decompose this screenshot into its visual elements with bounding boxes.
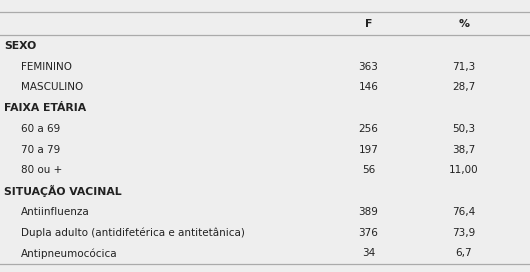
Text: %: % — [458, 19, 469, 29]
Text: SITUAÇÃO VACINAL: SITUAÇÃO VACINAL — [4, 185, 122, 197]
Text: Antipneumocócica: Antipneumocócica — [21, 248, 118, 259]
Text: 28,7: 28,7 — [452, 82, 475, 92]
Text: 50,3: 50,3 — [452, 124, 475, 134]
Text: 389: 389 — [358, 207, 378, 217]
Text: FEMININO: FEMININO — [21, 61, 72, 72]
Text: 197: 197 — [358, 145, 378, 154]
Text: 376: 376 — [358, 228, 378, 238]
Text: 80 ou +: 80 ou + — [21, 165, 63, 175]
Text: 76,4: 76,4 — [452, 207, 475, 217]
Text: 146: 146 — [358, 82, 378, 92]
Text: 56: 56 — [361, 165, 375, 175]
Text: 34: 34 — [361, 248, 375, 258]
Text: 363: 363 — [358, 61, 378, 72]
Text: 11,00: 11,00 — [449, 165, 479, 175]
Text: FAIXA ETÁRIA: FAIXA ETÁRIA — [4, 103, 86, 113]
Text: 73,9: 73,9 — [452, 228, 475, 238]
Text: MASCULINO: MASCULINO — [21, 82, 83, 92]
Text: Dupla adulto (antidifetérica e antitetânica): Dupla adulto (antidifetérica e antitetân… — [21, 227, 245, 238]
Text: SEXO: SEXO — [4, 41, 37, 51]
Text: Antiinfluenza: Antiinfluenza — [21, 207, 90, 217]
Text: 38,7: 38,7 — [452, 145, 475, 154]
Text: 6,7: 6,7 — [455, 248, 472, 258]
Text: 60 a 69: 60 a 69 — [21, 124, 60, 134]
Text: 256: 256 — [358, 124, 378, 134]
Text: 71,3: 71,3 — [452, 61, 475, 72]
Text: F: F — [365, 19, 372, 29]
Text: 70 a 79: 70 a 79 — [21, 145, 60, 154]
